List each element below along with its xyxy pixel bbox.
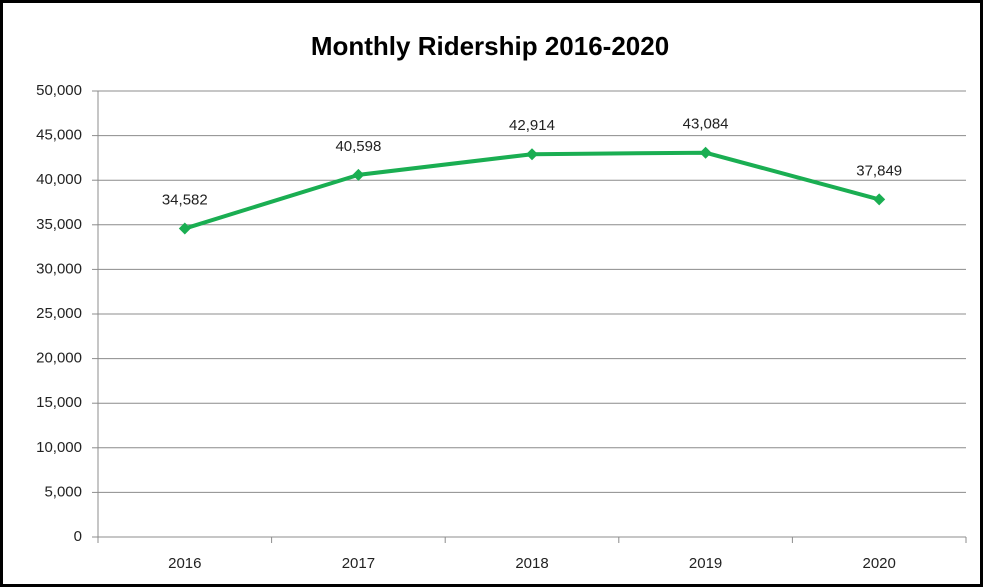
marker (178, 222, 191, 235)
data-label: 37,849 (856, 162, 902, 179)
data-label: 40,598 (335, 138, 381, 155)
y-tick-label: 10,000 (36, 439, 82, 456)
y-tick-label: 40,000 (36, 171, 82, 188)
marker (699, 146, 712, 159)
y-tick-label: 20,000 (36, 350, 82, 367)
x-tick-label: 2017 (342, 555, 375, 572)
x-tick-label: 2016 (168, 555, 201, 572)
x-tick-label: 2018 (515, 555, 548, 572)
marker (526, 148, 538, 161)
data-label: 34,582 (162, 191, 208, 208)
y-tick-label: 5,000 (44, 483, 82, 500)
marker (352, 168, 365, 181)
y-tick-label: 45,000 (36, 127, 82, 144)
chart-title: Monthly Ridership 2016-2020 (311, 31, 669, 61)
y-tick-label: 15,000 (36, 394, 82, 411)
data-label: 42,914 (509, 117, 555, 134)
y-tick-label: 35,000 (36, 216, 82, 233)
marker (873, 193, 886, 206)
x-tick-label: 2019 (689, 555, 722, 572)
y-tick-label: 25,000 (36, 305, 82, 322)
x-tick-label: 2020 (863, 555, 896, 572)
y-tick-label: 30,000 (36, 260, 82, 277)
data-label: 43,084 (683, 116, 729, 133)
y-tick-label: 50,000 (36, 82, 82, 99)
y-tick-label: 0 (74, 528, 82, 545)
